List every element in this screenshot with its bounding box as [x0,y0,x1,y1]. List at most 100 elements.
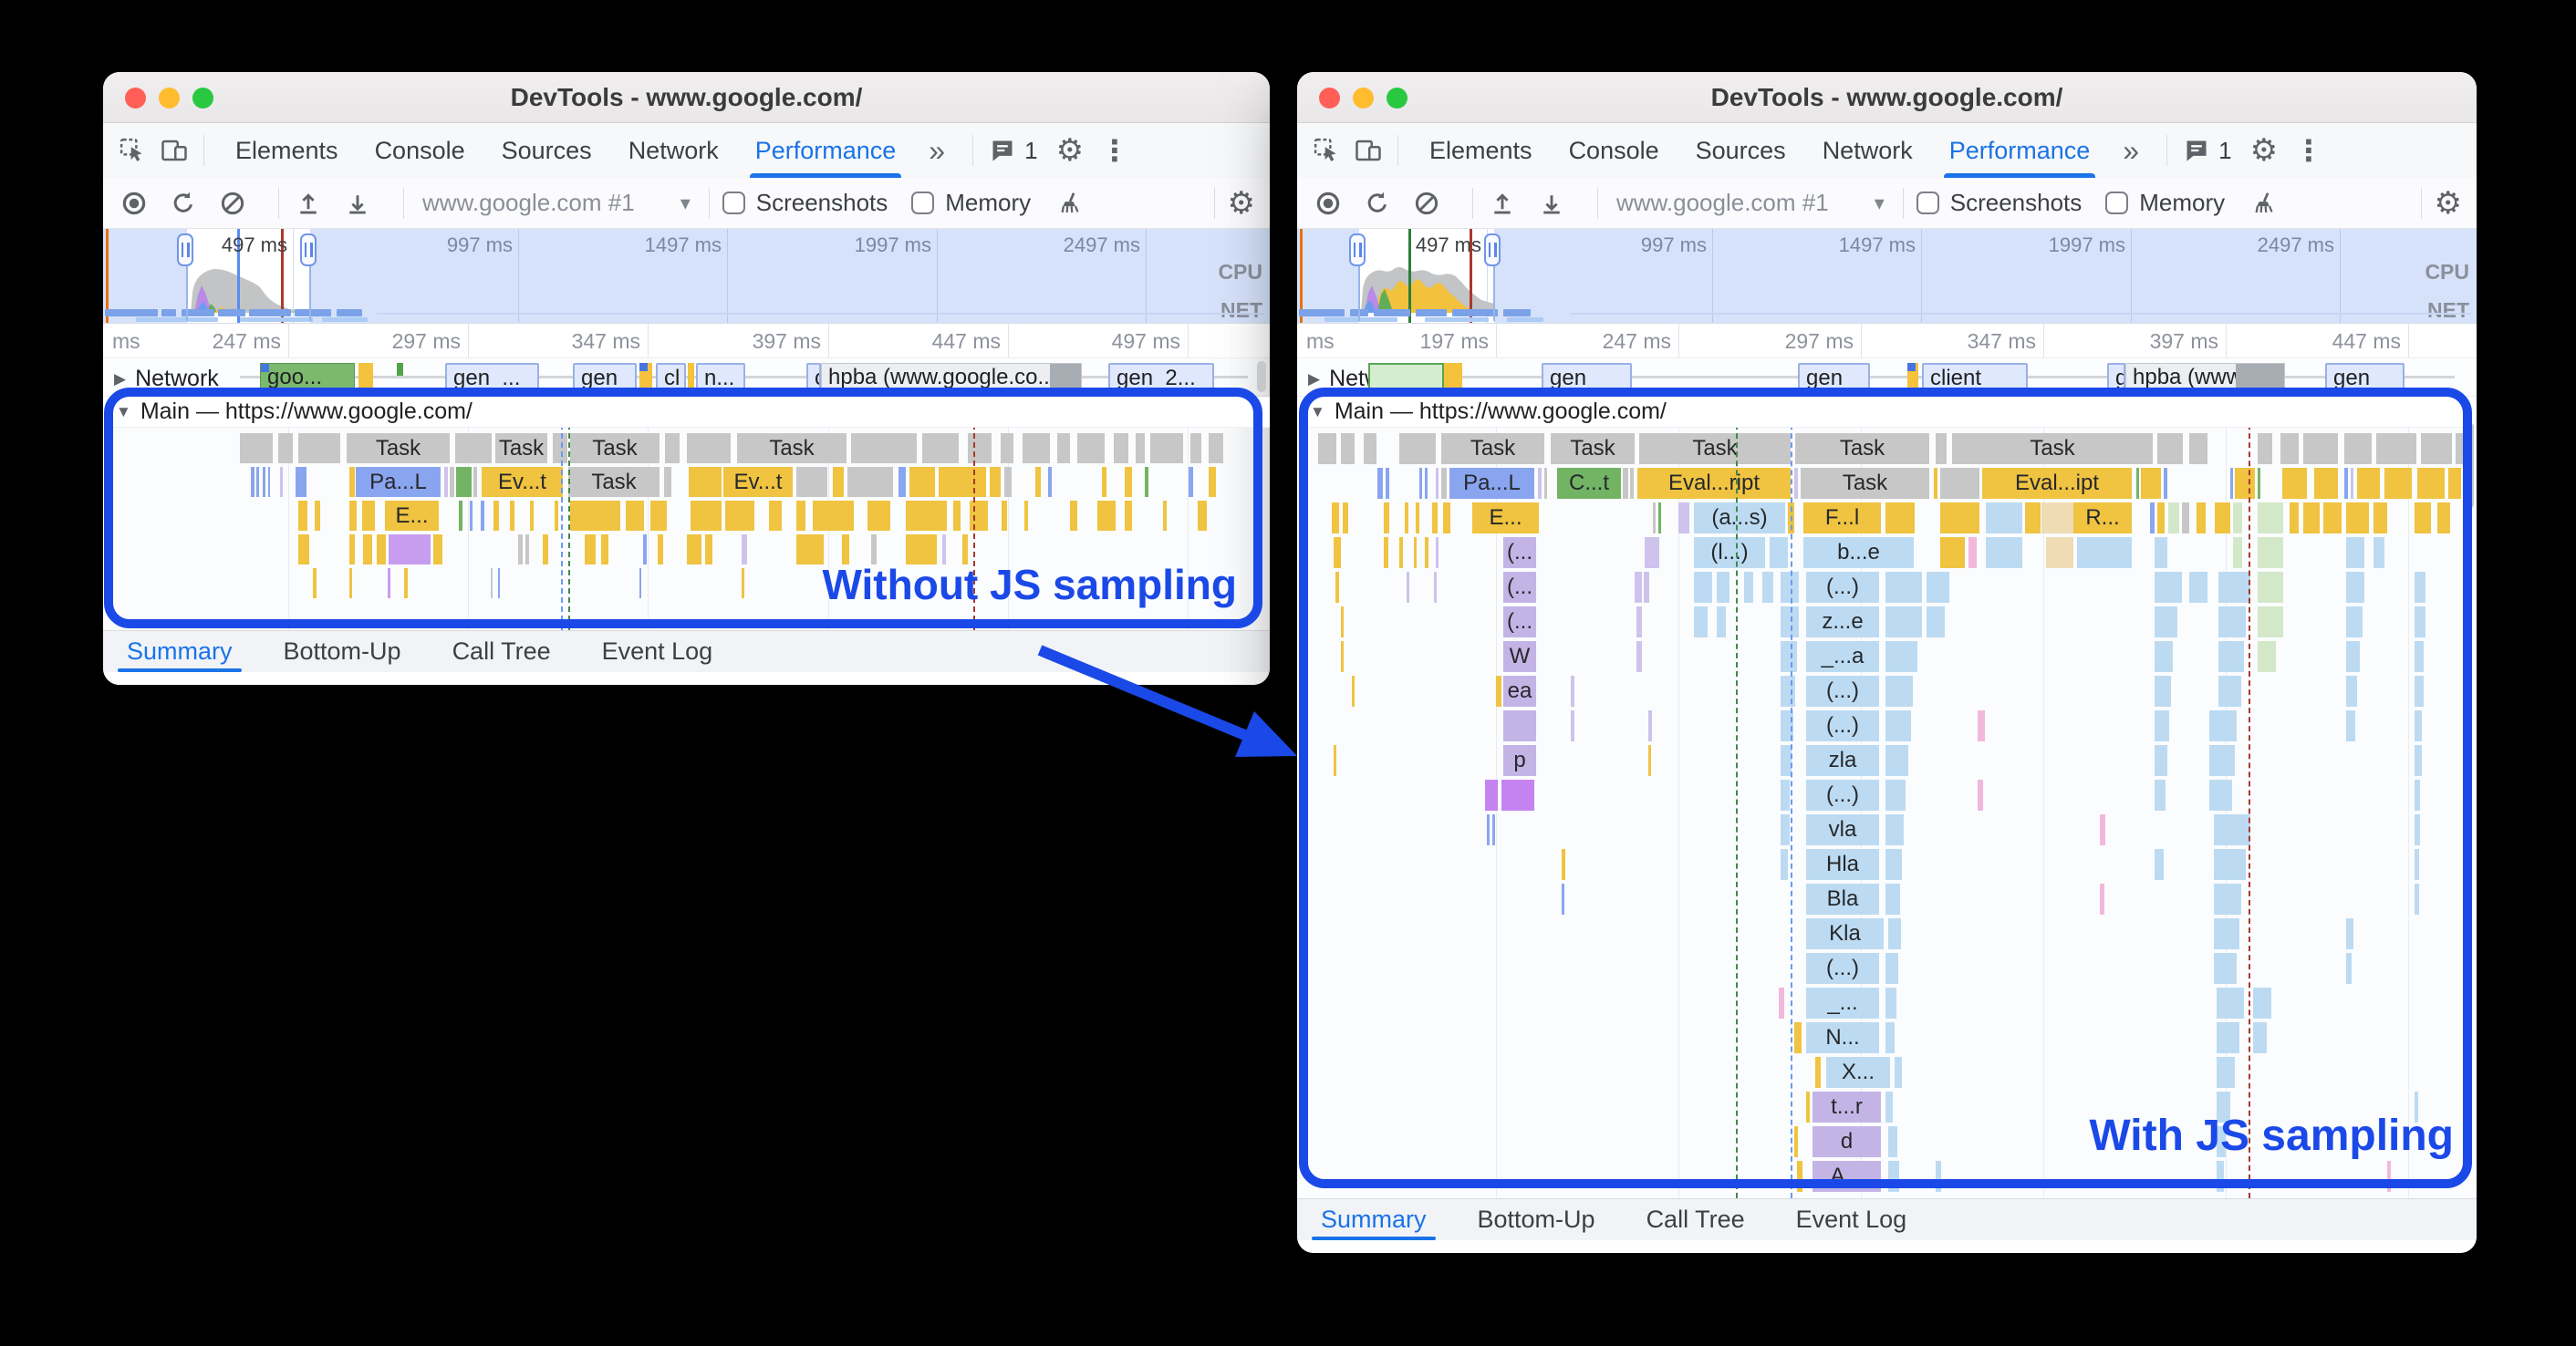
flame-bar[interactable]: Task [1441,433,1544,464]
flame-bar[interactable] [298,433,340,463]
flame-bar[interactable] [626,501,644,531]
flame-bar[interactable] [1004,467,1012,497]
flame-bar[interactable] [990,467,1001,497]
flame-bar[interactable] [1125,467,1132,497]
flame-bar[interactable] [601,534,608,564]
flame-bar[interactable] [1501,780,1534,811]
memory-checkbox-box[interactable] [2105,192,2129,214]
flame-bar[interactable] [796,534,824,564]
tab-sources[interactable]: Sources [1695,136,1786,164]
network-request[interactable]: hpba (www [2125,363,2285,391]
flame-bar[interactable] [2157,502,2165,533]
flame-bar[interactable] [1895,1057,1902,1088]
flame-bar[interactable] [2415,884,2419,915]
flame-bar[interactable] [1024,501,1028,531]
flame-bar[interactable] [2233,537,2242,568]
network-request[interactable] [397,363,403,376]
flame-bar[interactable] [2218,606,2246,637]
flame-bar[interactable] [2025,502,2041,533]
flame-bar[interactable] [510,501,514,531]
network-request[interactable]: gen [1798,363,1870,391]
flame-bar[interactable] [1425,537,1428,568]
flame-bar[interactable] [867,501,890,531]
flame-bar[interactable] [1436,537,1439,568]
flame-bar[interactable] [1364,433,1376,464]
overview-handle-right[interactable] [300,233,317,266]
history-select[interactable]: www.google.com #1 ▾ [422,189,691,217]
flame-bar[interactable] [1562,884,1564,915]
flame-bar[interactable] [2415,641,2424,672]
flame-bar[interactable]: Pa...L [356,467,441,497]
flame-bar[interactable]: (...) [1806,572,1879,603]
network-request[interactable] [358,363,373,391]
main-track-toggle[interactable]: ▼ Main — https://www.google.com/ [1297,397,2477,428]
flame-bar[interactable] [481,501,484,531]
flame-bar[interactable] [1070,501,1077,531]
flame-bar[interactable] [2415,1092,2418,1123]
flame-bar[interactable]: Ev...t [723,467,793,497]
flame-bar[interactable]: (...) [1806,710,1879,741]
flame-bar[interactable] [847,467,893,497]
flame-bar[interactable] [1694,606,1708,637]
flame-bar[interactable] [1384,502,1389,533]
flame-bar[interactable] [2253,1022,2267,1053]
flame-bar[interactable] [1341,433,1355,464]
flame-bar[interactable]: (...) [1806,953,1879,984]
flame-bar[interactable] [2346,918,2353,949]
flame-bar[interactable] [1986,502,2022,533]
flame-bar[interactable] [1405,502,1408,533]
reload-and-record-button[interactable] [1361,187,1394,220]
flame-bar[interactable] [2217,1057,2235,1088]
flame-bar[interactable] [349,568,352,598]
flame-bar[interactable] [2417,468,2445,499]
flame-bar[interactable] [1885,780,1906,811]
flame-bar[interactable] [1781,606,1799,637]
flame-bar[interactable] [1102,467,1106,497]
close-button[interactable] [1319,88,1340,109]
flame-bar[interactable] [473,467,477,497]
clear-button[interactable] [216,187,249,220]
flame-bar[interactable] [1487,814,1490,845]
flame-bar[interactable] [2214,849,2246,880]
minimize-button[interactable] [1353,88,1374,109]
flame-bar[interactable] [491,568,493,598]
flame-chart[interactable]: ▼ Main — https://www.google.com/Task Task T… [1297,397,2477,1198]
flame-bar[interactable] [1562,849,1565,880]
flame-bar[interactable] [1485,780,1498,811]
flame-bar[interactable] [493,501,499,531]
flame-bar[interactable] [1936,1161,1941,1192]
flame-bar[interactable]: (a...s) [1694,502,1785,533]
flame-bar[interactable] [2282,468,2307,499]
flame-bar[interactable] [518,534,523,564]
flame-bar[interactable] [2303,433,2338,464]
flame-bar[interactable] [1934,468,1937,499]
flame-bar[interactable] [1986,537,2022,568]
flame-bar[interactable]: W [1503,641,1536,672]
flame-bar[interactable] [898,467,906,497]
flame-bar[interactable] [1968,537,1977,568]
flame-bar[interactable] [1885,745,1908,776]
flame-bar[interactable] [2415,606,2425,637]
flame-bar[interactable] [2415,502,2431,533]
kebab-menu-icon[interactable]: ⋮ [2294,134,2324,167]
flame-bar[interactable]: t...r [1813,1092,1881,1123]
flame-bar[interactable] [2346,710,2355,741]
flame-bar[interactable] [851,433,917,463]
flame-bar[interactable] [1425,468,1428,499]
flame-bar[interactable] [922,433,959,463]
flame-bar[interactable] [459,501,462,531]
flame-bar[interactable]: Hla [1806,849,1879,880]
flame-bar[interactable] [1023,433,1050,463]
flame-bar[interactable]: N... [1806,1022,1879,1053]
flame-bar[interactable] [1538,468,1542,499]
flame-bar[interactable] [349,501,357,531]
flame-bar[interactable] [2384,468,2412,499]
overview-handle-left[interactable] [177,233,193,266]
flame-bar[interactable]: z...e [1806,606,1879,637]
flame-bar[interactable]: (... [1503,606,1536,637]
flame-bar[interactable] [1002,501,1007,531]
flame-bar[interactable] [687,433,731,463]
flame-bar[interactable] [725,501,754,531]
tab-performance[interactable]: Performance [1943,123,2095,178]
flame-bar[interactable] [498,568,500,598]
